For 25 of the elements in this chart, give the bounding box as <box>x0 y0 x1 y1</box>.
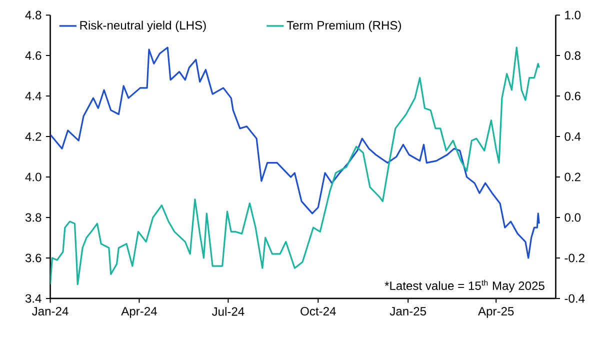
x-tick-label: Apr-24 <box>121 307 157 318</box>
annotation: *Latest value = 15$^{th}$ May 2025 <box>384 280 544 293</box>
y-tick-label: 3.8 <box>25 213 42 222</box>
y-tick-label: 4.4 <box>25 92 42 100</box>
y-tick-label: 3.6 <box>25 254 42 262</box>
y-tick-label: 4.2 <box>25 132 42 141</box>
y-tick-label: 4.8 <box>25 10 42 20</box>
y2-tick-label: -0.4 <box>564 294 585 303</box>
x-tick-label: Jan-25 <box>390 307 426 316</box>
y-tick-label: 3.4 <box>25 294 42 303</box>
y2-tick-label: 0.4 <box>564 132 581 141</box>
legend-label: Term Premium (RHS) <box>286 20 402 32</box>
y2-tick-label: 1.0 <box>565 10 581 20</box>
x-tick-label: Jul-24 <box>212 307 244 316</box>
y2-tick-label: 0.0 <box>564 213 581 222</box>
y2-tick-label: 0.6 <box>564 92 580 100</box>
y2-tick-label: 0.8 <box>564 51 580 60</box>
y-tick-label: 4.6 <box>25 51 42 60</box>
y2-tick-label: 0.2 <box>564 172 580 182</box>
legend-label: Risk-neutral yield (LHS) <box>80 20 206 32</box>
x-tick-label: Jan-24 <box>32 307 68 316</box>
x-tick-label: Apr-25 <box>478 307 514 318</box>
x-tick-label: Oct-24 <box>300 307 336 316</box>
y2-tick-label: -0.2 <box>564 254 584 262</box>
y-tick-label: 4.0 <box>25 172 42 182</box>
